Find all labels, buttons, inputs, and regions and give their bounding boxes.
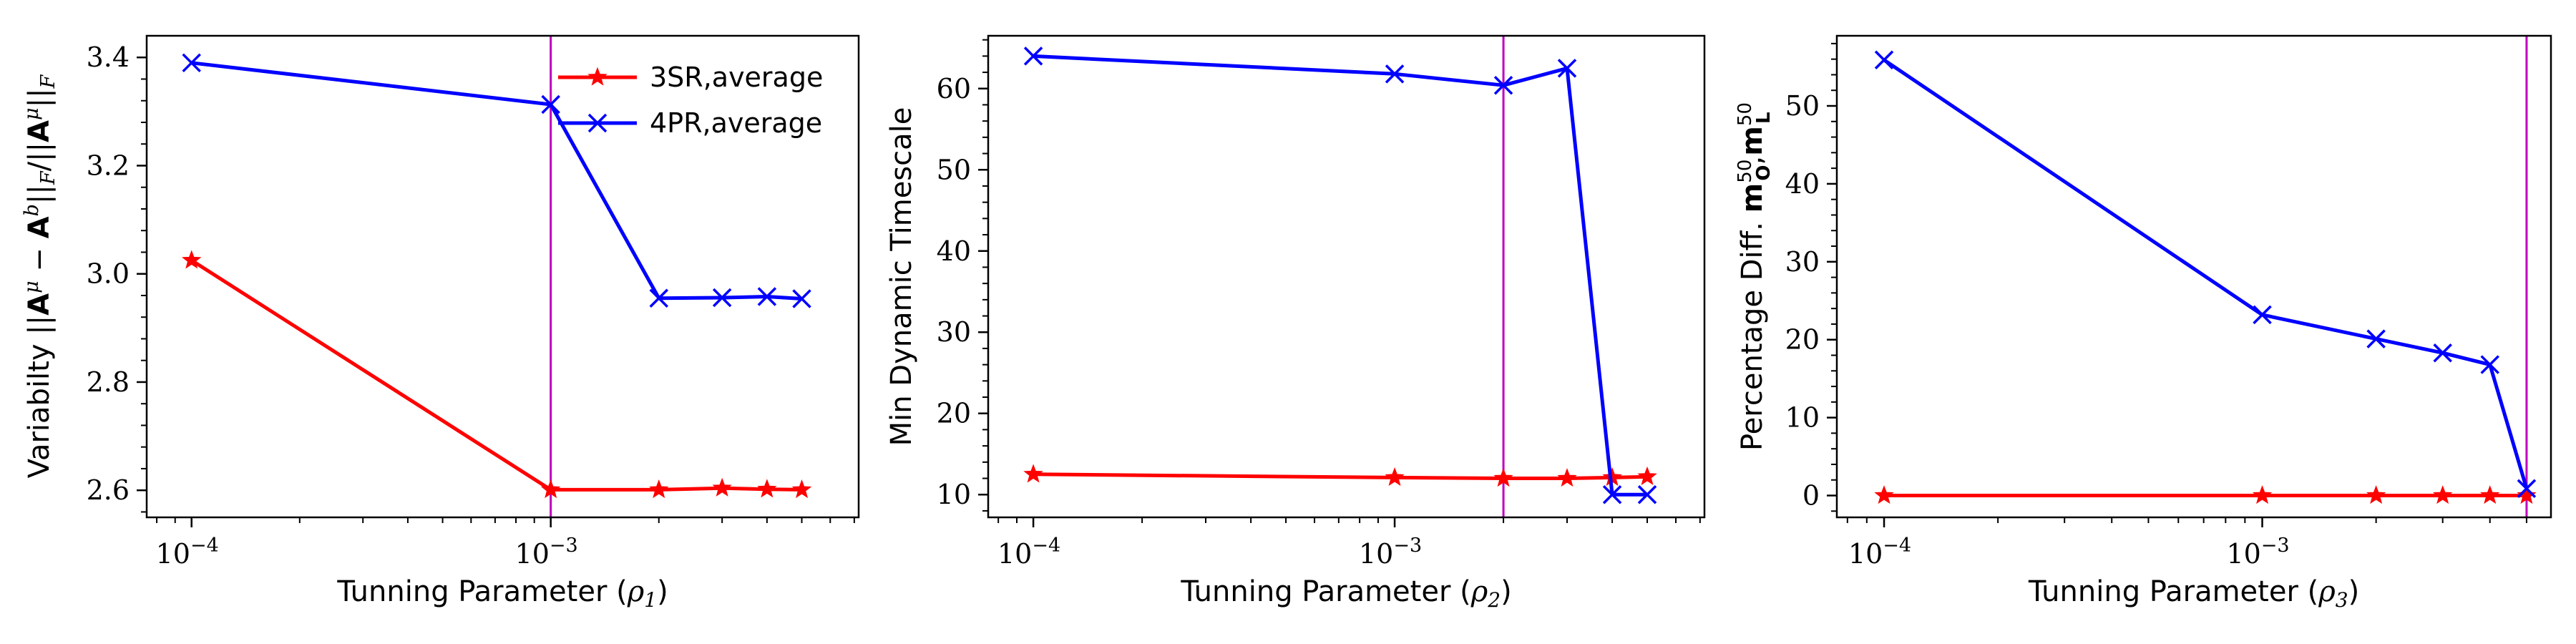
axes-frame [145, 34, 860, 519]
y-tick-label: 3.4 [87, 42, 130, 73]
series-blue [1874, 50, 2537, 498]
x-tick-exponent: −3 [550, 535, 578, 557]
data-point-x [1602, 484, 1622, 504]
data-point-x [541, 94, 560, 114]
series-blue [182, 53, 811, 308]
axes-frame [1835, 34, 2552, 519]
series-red [1023, 464, 1657, 487]
y-tick-label: 2.8 [87, 366, 130, 398]
series-red [1874, 485, 2537, 504]
x-axis-label: Tunning Parameter (ρ3) [2028, 575, 2359, 612]
y-tick-label: 60 [937, 73, 971, 104]
chart-panel-1: 10−4 10−3 2.6 2.8 3.0 3.2 3.4 Tunning Parameter… [87, 34, 860, 612]
legend-item-1: 3SR,average [558, 62, 823, 93]
data-point-x [2480, 355, 2499, 374]
data-point-star [757, 479, 777, 498]
data-point-star [2517, 485, 2537, 504]
x-tick-exponent: −4 [190, 535, 219, 557]
x-tick-exponent: −4 [1883, 535, 1911, 557]
series-line [1883, 58, 2529, 489]
y-axis-label: Percentage Diff. m50O,m50L [1735, 102, 1775, 451]
data-point-x [1023, 47, 1043, 66]
data-point-star [2480, 485, 2500, 504]
legend-marker [587, 67, 608, 86]
y-tick-label: 40 [1785, 168, 1820, 200]
data-point-star [2252, 485, 2273, 504]
data-point-star [1557, 468, 1577, 487]
x-tick-exponent: −3 [1393, 535, 1422, 557]
legend-item-2: 4PR,average [558, 107, 822, 139]
x-tick-exponent: −4 [1032, 535, 1060, 557]
y-tick-label: 3.2 [87, 150, 130, 181]
series-blue [1023, 47, 1657, 504]
data-point-x [1493, 75, 1513, 95]
data-point-star [181, 250, 202, 269]
chart-panel-2: 10−4 10−3 10 20 30 40 50 60 Tunning Parameter (ρ… [937, 34, 1706, 612]
data-point-x [2366, 329, 2386, 348]
data-point-star [1023, 464, 1043, 483]
data-point-x [757, 287, 777, 306]
data-point-x [649, 288, 669, 308]
x-tick-label: 10−4 [1848, 535, 1911, 570]
axes-frame [987, 34, 1706, 519]
legend: 3SR,average 4PR,average [558, 62, 823, 139]
y-tick-label: 10 [937, 479, 971, 510]
series-line [1033, 472, 1648, 480]
y-tick-label: 0 [1802, 480, 1820, 512]
data-point-x [2253, 305, 2272, 325]
x-axis-label: Tunning Parameter (ρ2) [1180, 575, 1511, 612]
y-tick-label: 30 [1785, 246, 1820, 278]
x-tick-label: 10−3 [515, 535, 578, 570]
series-line [190, 258, 802, 492]
data-point-x [2517, 479, 2537, 498]
data-point-star [1493, 468, 1513, 487]
y-tick-label: 30 [937, 316, 971, 348]
data-point-star [1874, 485, 1894, 504]
y-tick-label: 50 [937, 154, 971, 185]
y-tick-label: 10 [1785, 402, 1820, 434]
y-tick-label: 50 [1785, 90, 1820, 122]
legend-label: 4PR,average [650, 107, 822, 139]
data-point-x [792, 289, 811, 308]
data-point-x [1637, 484, 1657, 504]
x-tick-label: 10−3 [2226, 535, 2289, 570]
data-point-star [2432, 485, 2453, 504]
series-line [191, 61, 802, 301]
legend-label: 3SR,average [650, 62, 823, 93]
data-point-star [649, 479, 669, 499]
y-tick-label: 3.0 [87, 258, 130, 290]
data-point-x [712, 288, 732, 308]
data-point-x [2433, 343, 2452, 363]
y-tick-label: 20 [1785, 324, 1820, 356]
y-axis-label: Min Dynamic Timescale [885, 107, 918, 447]
data-point-x [1874, 50, 1894, 69]
data-point-star [712, 477, 732, 497]
chart-panel-3: 10−4 10−3 0 10 20 30 40 50 Tunning Parameter (ρ3… [1785, 34, 2552, 612]
data-point-star [791, 479, 812, 499]
data-point-x [182, 53, 201, 73]
y-tick-label: 2.6 [87, 474, 130, 506]
data-point-star [1637, 466, 1657, 485]
x-tick-label: 10−4 [156, 535, 219, 570]
series-line [1033, 54, 1647, 497]
y-tick-label: 20 [937, 398, 971, 429]
x-tick-exponent: −3 [2261, 535, 2290, 557]
data-point-x [1557, 59, 1577, 78]
data-point-x [1385, 64, 1405, 84]
y-tick-label: 40 [937, 235, 971, 267]
series-red [181, 250, 812, 499]
data-point-star [540, 479, 561, 499]
data-point-star [1385, 467, 1405, 487]
x-axis-label: Tunning Parameter (ρ1) [336, 575, 668, 612]
data-point-star [2366, 485, 2386, 504]
x-tick-label: 10−4 [997, 535, 1060, 570]
y-axis-label: Variabilty ||Aμ − Ab||F/||Aμ||F [21, 74, 59, 478]
x-tick-label: 10−3 [1359, 535, 1422, 570]
